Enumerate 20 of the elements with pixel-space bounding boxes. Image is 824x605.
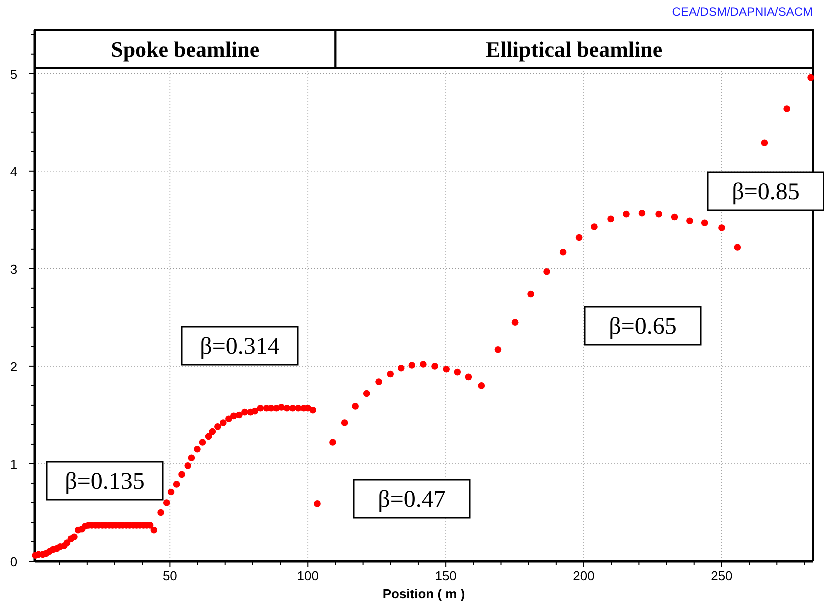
y-tick-label: 3	[10, 262, 18, 277]
x-axis-title: Position ( m )	[382, 586, 466, 602]
annotation: β=0.135	[65, 469, 145, 495]
annotation: β=0.65	[609, 314, 677, 340]
y-tick-label: 4	[10, 164, 18, 180]
annotation: β=0.314	[200, 334, 280, 360]
annotation: β=0.85	[732, 180, 800, 206]
band-label: Spoke beamline	[111, 37, 260, 62]
y-tick-label: 5	[10, 66, 18, 82]
x-tick-label: 100	[297, 568, 319, 584]
x-tick-label: 200	[573, 568, 595, 584]
y-tick-label: 0	[10, 554, 18, 570]
x-tick-label: 250	[711, 568, 733, 584]
x-tick-label: 150	[435, 568, 457, 584]
band-label: Elliptical beamline	[486, 37, 663, 62]
text: CEA/DSM/DAPNIA/SACM	[672, 5, 813, 19]
y-tick-label: 1	[10, 456, 18, 472]
y-tick-label: 2	[10, 359, 18, 374]
annotation: β=0.47	[378, 487, 446, 513]
x-tick-label: 50	[162, 568, 178, 584]
